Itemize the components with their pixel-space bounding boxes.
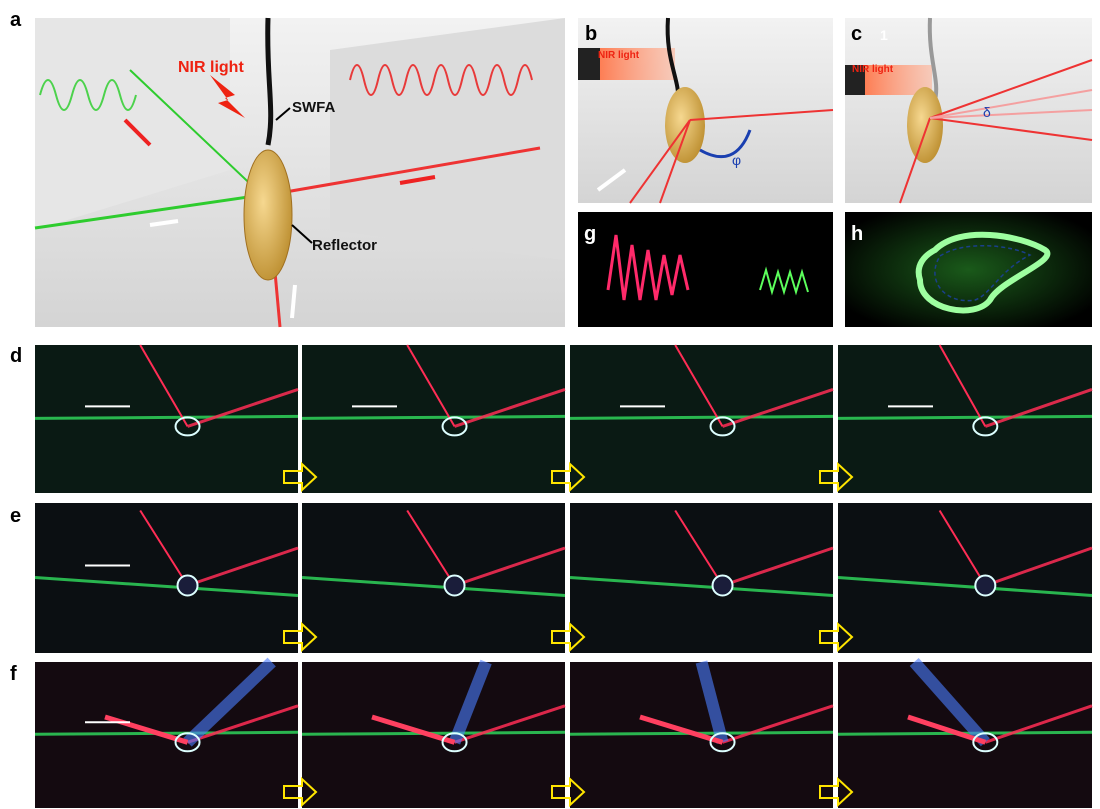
- reflector: [665, 87, 705, 163]
- green-beam: [302, 416, 565, 418]
- reflector: [713, 576, 733, 596]
- right-wall: [330, 18, 565, 260]
- annotation: NIR light: [598, 50, 640, 61]
- photo-frame: [838, 503, 1092, 653]
- photo-frame: [570, 503, 833, 653]
- photo-frame: [302, 503, 565, 653]
- green-beam: [35, 416, 298, 418]
- panel-b: NIR light φ: [578, 18, 833, 203]
- reflector: [244, 150, 292, 280]
- photo-frame: [35, 503, 298, 653]
- swfa-fiber: [268, 18, 271, 145]
- reflector: [975, 576, 995, 596]
- annotation: NIR light: [178, 59, 244, 76]
- panel-label: e: [10, 505, 21, 527]
- panel-label: g: [584, 223, 596, 245]
- panel-g: [578, 212, 833, 327]
- panel-c: 1 NIR light δ: [845, 18, 1092, 203]
- panel-label: a: [10, 9, 22, 31]
- figure: NIR light SWFA Reflector NIR light φ 1 N…: [0, 0, 1100, 809]
- annotation: δ: [983, 104, 991, 120]
- nir-source: [578, 48, 600, 80]
- green-beam: [838, 416, 1092, 418]
- annotation: 1: [880, 27, 888, 43]
- panel-g-image: [578, 212, 833, 327]
- rows: [35, 345, 1092, 808]
- panel-label: f: [10, 663, 17, 685]
- panel-label: b: [585, 23, 597, 45]
- annotation: φ: [732, 152, 741, 168]
- reflector: [445, 576, 465, 596]
- panel-label: c: [851, 23, 862, 45]
- annotation: Reflector: [312, 237, 377, 254]
- reflector: [907, 87, 943, 163]
- annotation: SWFA: [292, 99, 335, 116]
- panel-a: NIR light SWFA Reflector: [35, 18, 565, 327]
- panel-label: d: [10, 345, 22, 367]
- green-beam: [570, 416, 833, 418]
- reflector: [178, 576, 198, 596]
- panel-h: [845, 212, 1092, 327]
- panel-label: h: [851, 223, 863, 245]
- annotation: NIR light: [852, 64, 894, 75]
